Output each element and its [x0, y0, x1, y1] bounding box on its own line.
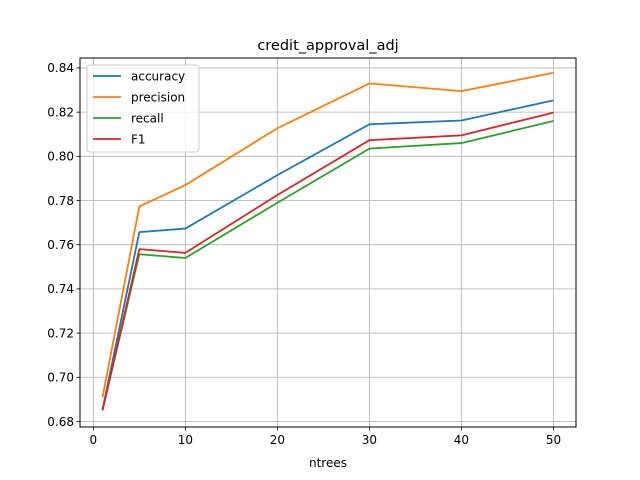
chart-title: credit_approval_adj	[257, 38, 398, 54]
x-tick-label: 30	[362, 433, 377, 447]
y-tick-label: 0.84	[47, 61, 74, 75]
x-tick-label: 10	[178, 433, 193, 447]
y-tick-label: 0.74	[47, 282, 74, 296]
series-line-f1	[101, 111, 554, 411]
y-tick-label: 0.82	[47, 105, 74, 119]
legend-label-accuracy: accuracy	[131, 69, 185, 83]
x-tick-label: 40	[454, 433, 469, 447]
y-tick-label: 0.68	[47, 415, 74, 429]
x-axis-label: ntrees	[309, 456, 347, 470]
plot-frame	[79, 57, 577, 428]
legend: accuracy precision recall F1	[86, 64, 200, 153]
legend-box	[86, 64, 200, 153]
y-tick-label: 0.78	[47, 194, 74, 208]
x-tick-label: 50	[546, 433, 561, 447]
legend-label-precision: precision	[131, 90, 185, 104]
series-line-accuracy	[101, 99, 554, 410]
y-tick-label: 0.72	[47, 326, 74, 340]
y-tick-label: 0.80	[47, 150, 74, 164]
series-lines	[101, 71, 554, 411]
series-line-precision	[101, 71, 554, 398]
y-axis: 0.68 0.70 0.72 0.74 0.76 0.78 0.80 0.82 0.84	[47, 61, 80, 429]
y-tick-label: 0.76	[47, 238, 74, 252]
legend-label-recall: recall	[131, 111, 164, 125]
x-tick-label: 20	[270, 433, 285, 447]
legend-label-f1: F1	[131, 132, 146, 146]
x-tick-label: 0	[90, 433, 98, 447]
series-line-recall	[101, 120, 554, 410]
y-tick-label: 0.70	[47, 371, 74, 385]
grid	[80, 58, 576, 427]
x-axis: 0 10 20 30 40 50	[90, 427, 561, 447]
